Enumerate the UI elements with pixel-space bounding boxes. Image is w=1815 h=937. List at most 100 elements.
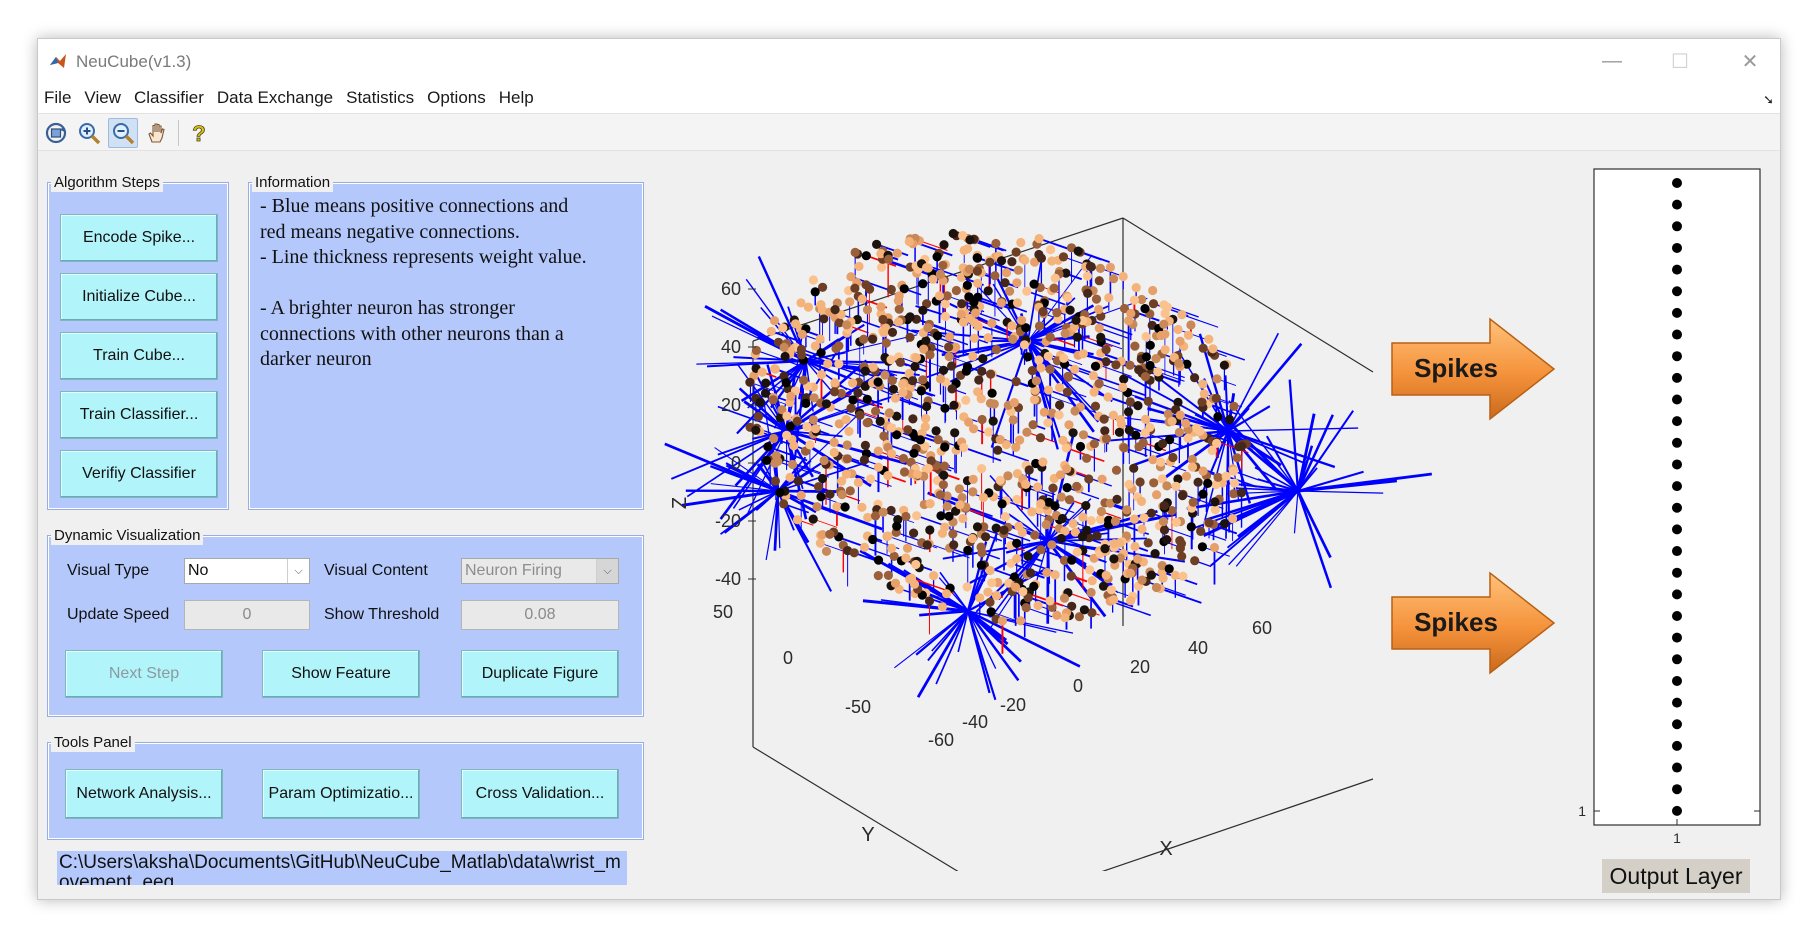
update-speed-label: Update Speed [67, 606, 170, 623]
output-neuron [1672, 675, 1682, 686]
neuron [947, 384, 957, 394]
neuron [922, 299, 932, 309]
verify-classifier-button[interactable]: Verifiy Classifier [60, 450, 218, 498]
neuron [762, 455, 772, 465]
neuron [1156, 457, 1166, 467]
x-axis-label: X [1159, 838, 1172, 860]
menu-file[interactable]: File [44, 88, 72, 107]
z-tick-label: -20 [715, 511, 741, 531]
neuron [890, 578, 901, 588]
menu-help[interactable]: Help [498, 88, 534, 107]
neuron [1087, 608, 1097, 618]
positive-connection [785, 429, 872, 488]
cross-validation-button[interactable]: Cross Validation... [461, 769, 619, 819]
neuron [792, 416, 802, 426]
close-button[interactable]: ✕ [1741, 50, 1759, 73]
neuron [1175, 543, 1185, 553]
menu-view[interactable]: View [84, 88, 121, 107]
neuron [1228, 514, 1238, 524]
spikes-label-bottom: Spikes [1414, 607, 1498, 637]
zoom-out-icon[interactable] [108, 118, 138, 148]
zoom-in-icon[interactable] [74, 118, 104, 148]
menu-classifier[interactable]: Classifier [133, 88, 204, 107]
initialize-cube-button[interactable]: Initialize Cube... [60, 273, 218, 321]
tools-panel: Tools Panel Network Analysis... Param Op… [48, 734, 643, 839]
neuron [1129, 514, 1139, 524]
positive-connection [771, 330, 799, 342]
encode-spike-button[interactable]: Encode Spike... [60, 214, 218, 262]
neuron [993, 445, 1003, 455]
neuron [1021, 323, 1031, 333]
show-threshold-input[interactable]: 0.08 [461, 600, 619, 630]
network-analysis-button[interactable]: Network Analysis... [65, 769, 223, 819]
positive-connection [1297, 479, 1398, 493]
help-icon[interactable]: ? [184, 118, 214, 148]
menu-statistics[interactable]: Statistics [346, 88, 415, 107]
neuron [859, 334, 869, 344]
visual-type-dropdown[interactable]: No ⌵ [184, 558, 310, 584]
output-layer-plot[interactable]: 1 1 [1568, 157, 1768, 857]
duplicate-figure-button[interactable]: Duplicate Figure [461, 650, 619, 698]
neuron [819, 314, 829, 324]
positive-connection [966, 610, 991, 694]
next-step-button[interactable]: Next Step [65, 650, 223, 698]
train-cube-button[interactable]: Train Cube... [60, 332, 218, 380]
neuron [1067, 555, 1077, 565]
neuron [1049, 283, 1059, 293]
neuron [816, 300, 826, 310]
visual-content-dropdown[interactable]: Neuron Firing ⌵ [461, 558, 619, 584]
positive-connection [967, 533, 998, 612]
show-feature-button[interactable]: Show Feature [262, 650, 420, 698]
neuron [1157, 439, 1168, 449]
train-classifier-button[interactable]: Train Classifier... [60, 391, 218, 439]
neuron [1125, 360, 1135, 370]
neuron [1134, 365, 1144, 375]
spikes-arrow-top: Spikes [1391, 317, 1556, 421]
positive-connection [670, 430, 787, 480]
expand-arrow-icon[interactable]: ➘ [1763, 92, 1774, 107]
neuron [1145, 340, 1155, 350]
neuron [879, 431, 889, 441]
chevron-down-icon[interactable]: ⌵ [596, 559, 618, 583]
maximize-button[interactable]: ☐ [1671, 50, 1689, 73]
neuron [1208, 344, 1218, 354]
update-speed-input[interactable]: 0 [184, 600, 310, 630]
neuron [973, 321, 983, 331]
neurons [745, 228, 1251, 626]
param-optimization-button[interactable]: Param Optimizatio... [262, 769, 420, 819]
rotate-3d-icon[interactable] [41, 118, 71, 148]
neuron [893, 317, 903, 327]
toolbar-separator [178, 120, 179, 146]
menu-data-exchange[interactable]: Data Exchange [216, 88, 334, 107]
neuron [918, 279, 928, 289]
neuron [1213, 412, 1223, 422]
visual-type-value: No [188, 562, 209, 579]
neuron [1145, 360, 1155, 371]
minimize-button[interactable]: — [1602, 49, 1622, 72]
neuron [942, 291, 952, 301]
neuron [985, 597, 995, 607]
neuron [1114, 427, 1124, 437]
neuron [973, 292, 983, 302]
pan-hand-icon[interactable] [142, 118, 172, 148]
neuron [1103, 520, 1113, 530]
neuron [905, 332, 915, 342]
neuron [921, 413, 931, 424]
y-axis-ticks: 50 0 -50 [713, 602, 871, 717]
neuron [1203, 478, 1213, 488]
neuron [975, 593, 985, 603]
neuron [846, 272, 856, 282]
neuron [1056, 492, 1066, 502]
neuron [1124, 425, 1134, 435]
positive-connection [967, 609, 1022, 663]
menu-options[interactable]: Options [427, 88, 486, 107]
neuron [899, 284, 909, 294]
network-connections [664, 237, 1432, 701]
chevron-down-icon[interactable]: ⌵ [287, 559, 309, 583]
neuron [1118, 271, 1128, 282]
neuron [1070, 364, 1080, 374]
neuron [932, 331, 943, 341]
neuron [1100, 544, 1110, 554]
neuron [931, 426, 941, 436]
